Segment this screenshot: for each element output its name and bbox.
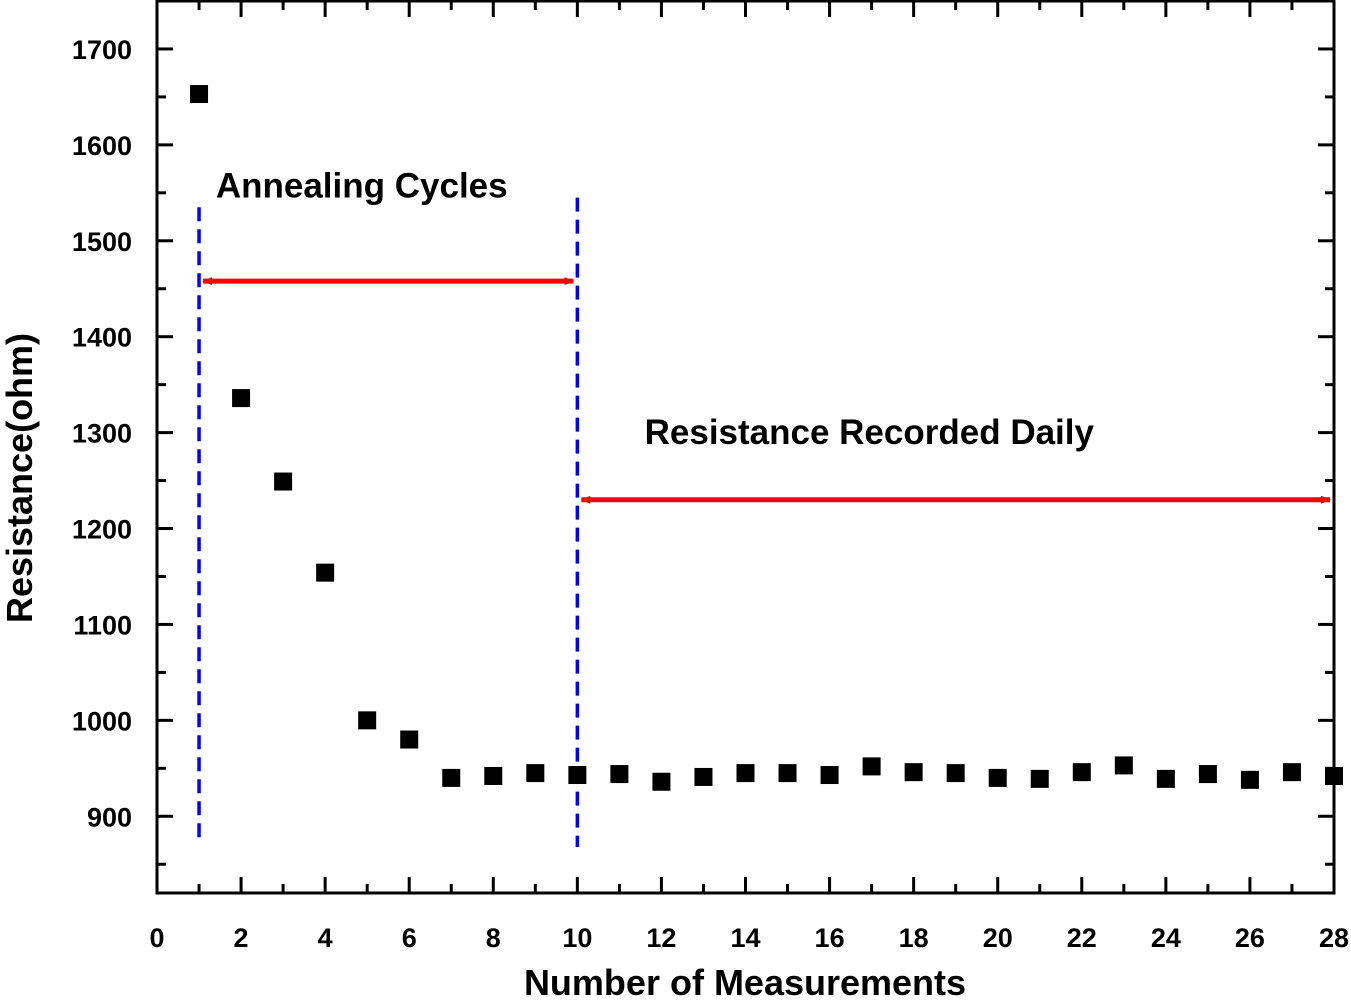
annealing-cycles-label: Annealing Cycles bbox=[216, 167, 508, 206]
data-point bbox=[694, 767, 713, 786]
data-point bbox=[274, 472, 293, 491]
y-tick-label: 1700 bbox=[72, 35, 132, 65]
y-tick-label: 1600 bbox=[72, 131, 132, 161]
y-tick-label: 900 bbox=[87, 802, 132, 832]
y-tick-label: 1500 bbox=[72, 227, 132, 257]
range-arrows bbox=[202, 277, 1331, 504]
data-point bbox=[1198, 765, 1217, 784]
y-tick-label: 1400 bbox=[72, 323, 132, 353]
data-point bbox=[1114, 756, 1133, 775]
x-tick-label: 24 bbox=[1151, 923, 1181, 953]
y-tick-label: 1000 bbox=[72, 706, 132, 736]
data-point bbox=[232, 389, 251, 408]
x-axis: 0 2 4 6 8 10 12 14 16 18 20 22 24 26 28 bbox=[149, 1, 1349, 953]
y-axis: 900 1000 1100 1200 1300 1400 1500 1600 1700 bbox=[72, 35, 1334, 866]
y-axis-title: Resistance(ohm) bbox=[0, 333, 40, 623]
data-point bbox=[988, 768, 1007, 787]
data-point bbox=[904, 763, 923, 782]
x-tick-label: 2 bbox=[234, 923, 249, 953]
x-tick-label: 14 bbox=[730, 923, 760, 953]
data-points bbox=[190, 85, 1343, 791]
data-point bbox=[610, 765, 629, 784]
data-point bbox=[736, 764, 755, 783]
data-point bbox=[190, 85, 209, 104]
x-tick-label: 0 bbox=[149, 923, 164, 953]
data-point bbox=[1282, 763, 1301, 782]
x-tick-label: 12 bbox=[646, 923, 676, 953]
data-point bbox=[568, 766, 587, 785]
data-point bbox=[862, 757, 881, 776]
x-tick-label: 10 bbox=[562, 923, 592, 953]
data-point bbox=[946, 764, 965, 783]
data-point bbox=[1240, 770, 1259, 789]
resistance-recorded-daily-label: Resistance Recorded Daily bbox=[645, 413, 1095, 452]
x-tick-label: 6 bbox=[402, 923, 417, 953]
x-tick-label: 16 bbox=[815, 923, 845, 953]
data-point bbox=[442, 768, 461, 787]
data-point bbox=[778, 764, 797, 783]
x-tick-label: 22 bbox=[1067, 923, 1097, 953]
data-point bbox=[652, 772, 671, 791]
data-point bbox=[316, 563, 335, 582]
data-point bbox=[1156, 769, 1175, 788]
x-tick-label: 20 bbox=[983, 923, 1013, 953]
data-point bbox=[358, 711, 377, 730]
x-tick-label: 26 bbox=[1235, 923, 1265, 953]
divider-lines bbox=[197, 197, 580, 847]
x-tick-label: 28 bbox=[1319, 923, 1349, 953]
y-tick-label: 1200 bbox=[72, 515, 132, 545]
y-tick-label: 1100 bbox=[73, 610, 132, 640]
data-point bbox=[1030, 769, 1049, 788]
x-tick-label: 18 bbox=[899, 923, 929, 953]
x-axis-title: Number of Measurements bbox=[524, 962, 966, 1000]
data-point bbox=[400, 730, 419, 749]
data-point bbox=[484, 766, 503, 785]
y-tick-label: 1300 bbox=[72, 419, 132, 449]
data-point bbox=[1072, 763, 1091, 782]
x-tick-label: 4 bbox=[318, 923, 333, 953]
data-point bbox=[1325, 766, 1343, 785]
data-point bbox=[820, 766, 839, 785]
x-tick-label: 8 bbox=[486, 923, 501, 953]
data-point bbox=[526, 764, 545, 783]
